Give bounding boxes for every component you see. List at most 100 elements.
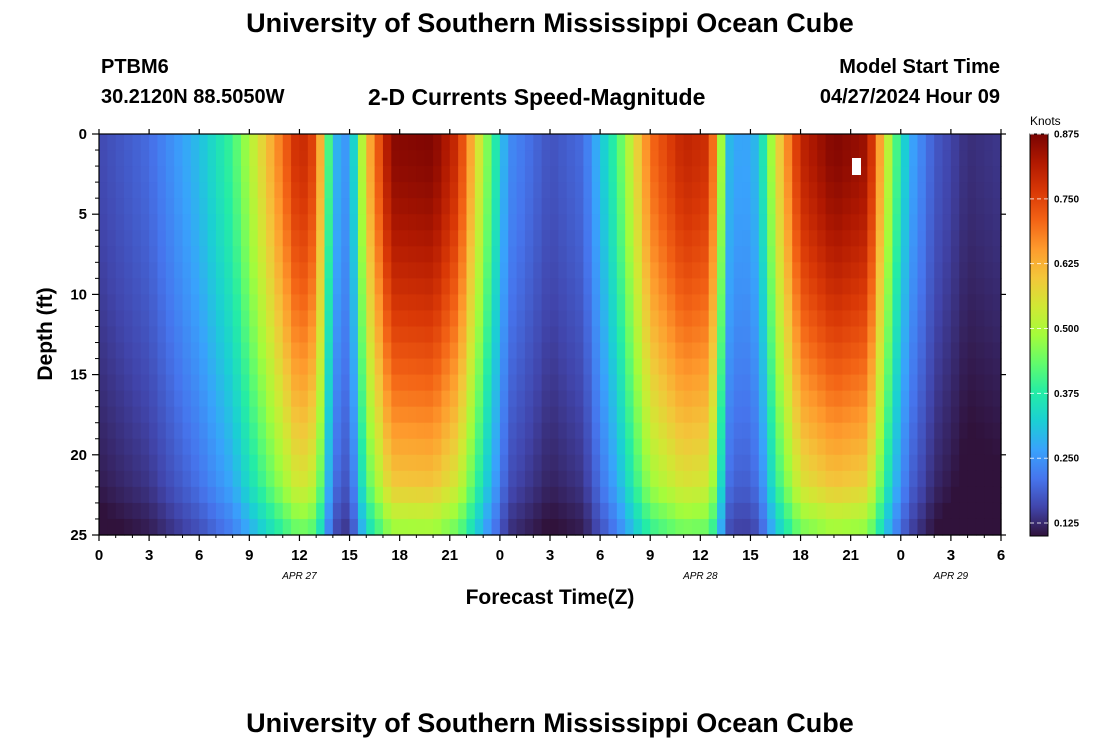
heatmap-cell: [650, 438, 660, 456]
heatmap-cell: [199, 198, 209, 215]
heatmap-cell: [591, 246, 601, 263]
heatmap-cell: [575, 182, 585, 199]
heatmap-cell: [99, 182, 108, 199]
heatmap-cell: [942, 278, 952, 295]
heatmap-cell: [583, 470, 593, 488]
heatmap-cell: [474, 422, 484, 440]
heatmap-cell: [633, 438, 643, 456]
heatmap-cell: [382, 278, 392, 295]
heatmap-cell: [608, 278, 618, 295]
heatmap-cell: [650, 150, 660, 167]
heatmap-cell: [725, 294, 735, 312]
heatmap-cell: [215, 470, 225, 488]
heatmap-cell: [332, 198, 342, 215]
heatmap-cell: [541, 278, 551, 295]
heatmap-cell: [316, 214, 326, 231]
heatmap-cell: [508, 358, 518, 376]
heatmap-cell: [733, 454, 743, 472]
heatmap-cell: [107, 214, 117, 231]
heatmap-cell: [516, 150, 526, 167]
heatmap-cell: [859, 230, 868, 247]
heatmap-cell: [625, 278, 635, 295]
heatmap-cell: [249, 438, 259, 456]
heatmap-cell: [291, 470, 301, 488]
heatmap-cell: [767, 358, 777, 376]
heatmap-cell: [366, 422, 376, 440]
heatmap-cell: [232, 406, 242, 424]
heatmap-cell: [491, 246, 501, 263]
heatmap-cell: [366, 198, 376, 215]
heatmap-cell: [909, 374, 919, 392]
heatmap-cell: [591, 454, 601, 472]
heatmap-cell: [257, 422, 267, 440]
heatmap-cell: [266, 342, 275, 360]
heatmap-cell: [942, 422, 952, 440]
heatmap-cell: [633, 134, 643, 151]
heatmap-cell: [934, 422, 944, 440]
heatmap-cell: [975, 390, 985, 408]
heatmap-cell: [182, 246, 192, 263]
heatmap-cell: [900, 150, 910, 167]
heatmap-cell: [99, 518, 108, 536]
heatmap-cell: [483, 294, 493, 312]
heatmap-cell: [449, 166, 459, 183]
heatmap-cell: [792, 182, 802, 199]
heatmap-cell: [758, 454, 768, 472]
heatmap-cell: [332, 150, 342, 167]
heatmap-cell: [516, 230, 526, 247]
x-tick-label: 15: [341, 547, 358, 564]
heatmap-cell: [608, 246, 618, 263]
heatmap-cell: [433, 134, 443, 151]
heatmap-cell: [725, 262, 735, 279]
heatmap-cell: [817, 406, 827, 424]
heatmap-cell: [616, 294, 626, 312]
heatmap-cell: [750, 230, 760, 247]
heatmap-cell: [357, 486, 367, 504]
heatmap-cell: [808, 198, 818, 215]
heatmap-cell: [165, 454, 175, 472]
heatmap-cell: [232, 246, 242, 263]
heatmap-cell: [984, 310, 994, 328]
heatmap-cell: [658, 470, 668, 488]
heatmap-cell: [316, 262, 326, 279]
heatmap-cell: [783, 134, 793, 151]
heatmap-cell: [700, 374, 710, 392]
heatmap-cell: [775, 166, 785, 183]
heatmap-cell: [825, 454, 835, 472]
heatmap-cell: [650, 342, 660, 360]
heatmap-cell: [825, 518, 835, 536]
heatmap-cell: [115, 198, 125, 215]
heatmap-cell: [266, 358, 275, 376]
heatmap-cell: [474, 390, 484, 408]
heatmap-cell: [808, 486, 818, 504]
heatmap-cell: [140, 214, 150, 231]
heatmap-cell: [641, 246, 651, 263]
heatmap-cell: [349, 150, 359, 167]
heatmap-cell: [391, 454, 401, 472]
heatmap-cell: [650, 182, 660, 199]
heatmap-cell: [900, 246, 910, 263]
heatmap-cell: [357, 390, 367, 408]
heatmap-cell: [483, 310, 493, 328]
heatmap-cell: [174, 374, 184, 392]
heatmap-cell: [499, 454, 509, 472]
heatmap-cell: [817, 454, 827, 472]
heatmap-cell: [691, 262, 701, 279]
heatmap-cell: [332, 310, 342, 328]
heatmap-cell: [575, 438, 585, 456]
heatmap-cell: [575, 422, 585, 440]
heatmap-cell: [174, 310, 184, 328]
x-tick-label: 9: [245, 547, 253, 564]
heatmap-cell: [616, 518, 626, 536]
heatmap-cell: [282, 438, 292, 456]
heatmap-cell: [583, 246, 593, 263]
heatmap-cell: [934, 150, 944, 167]
heatmap-cell: [658, 246, 668, 263]
heatmap-cell: [190, 182, 200, 199]
heatmap-cell: [792, 214, 802, 231]
heatmap-cell: [215, 358, 225, 376]
heatmap-cell: [232, 390, 242, 408]
heatmap-cell: [833, 198, 843, 215]
heatmap-cell: [934, 214, 944, 231]
